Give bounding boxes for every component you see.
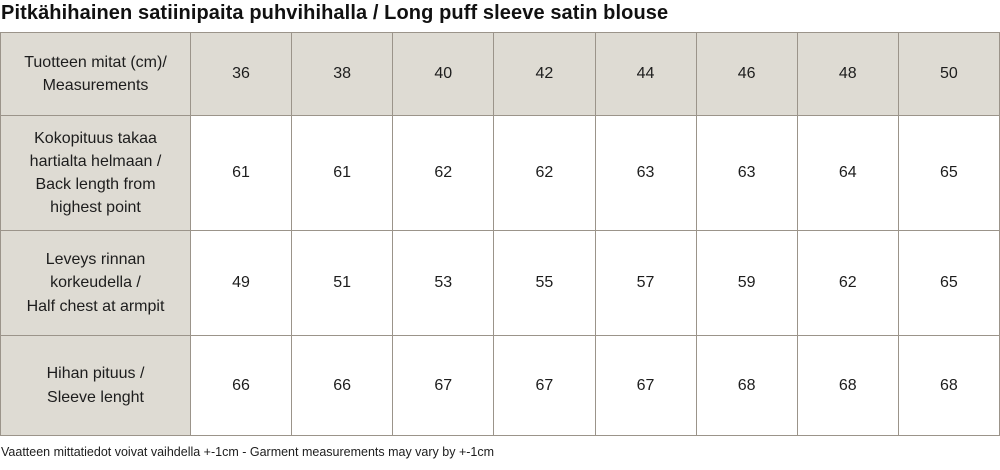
value-cell: 65 [897, 230, 1000, 336]
value-cell: 64 [796, 115, 899, 231]
value-cell: 62 [392, 115, 495, 231]
value-cell: 62 [493, 115, 596, 231]
value-cell: 61 [291, 115, 394, 231]
value-cell: 63 [594, 115, 697, 231]
table-row-back-length: Kokopituus takaa hartialta helmaan / Bac… [0, 115, 1000, 231]
value-cell: 61 [189, 115, 293, 231]
value-cell: 53 [392, 230, 495, 336]
measurement-label: Hihan pituus / Sleeve lenght [0, 335, 191, 436]
value-cell: 67 [493, 335, 596, 436]
value-cell: 59 [695, 230, 798, 336]
table-row-half-chest: Leveys rinnan korkeudella / Half chest a… [0, 230, 1000, 336]
value-cell: 62 [796, 230, 899, 336]
size-col-header: 46 [695, 32, 798, 116]
value-cell: 55 [493, 230, 596, 336]
value-cell: 66 [189, 335, 293, 436]
size-col-header: 48 [796, 32, 899, 116]
size-col-header: 40 [392, 32, 495, 116]
measurements-header-label: Tuotteen mitat (cm)/ Measurements [0, 32, 191, 116]
value-cell: 66 [291, 335, 394, 436]
size-col-header: 42 [493, 32, 596, 116]
value-cell: 51 [291, 230, 394, 336]
value-cell: 57 [594, 230, 697, 336]
value-cell: 68 [796, 335, 899, 436]
measurement-label: Kokopituus takaa hartialta helmaan / Bac… [0, 115, 191, 231]
size-col-header: 50 [897, 32, 1000, 116]
size-col-header: 38 [291, 32, 394, 116]
value-cell: 67 [594, 335, 697, 436]
value-cell: 67 [392, 335, 495, 436]
measurements-table: Tuotteen mitat (cm)/ Measurements 36 38 … [0, 32, 1000, 436]
measurement-label: Leveys rinnan korkeudella / Half chest a… [0, 230, 191, 336]
size-col-header: 36 [189, 32, 293, 116]
table-header-row: Tuotteen mitat (cm)/ Measurements 36 38 … [0, 32, 1000, 116]
page-title: Pitkähihainen satiinipaita puhvihihalla … [1, 2, 669, 24]
measurement-tolerance-note: Vaatteen mittatiedot voivat vaihdella +-… [1, 445, 495, 459]
value-cell: 65 [897, 115, 1000, 231]
table-row-sleeve-length: Hihan pituus / Sleeve lenght 66 66 67 67… [0, 335, 1000, 436]
size-col-header: 44 [594, 32, 697, 116]
value-cell: 49 [189, 230, 293, 336]
value-cell: 68 [695, 335, 798, 436]
value-cell: 63 [695, 115, 798, 231]
value-cell: 68 [897, 335, 1000, 436]
